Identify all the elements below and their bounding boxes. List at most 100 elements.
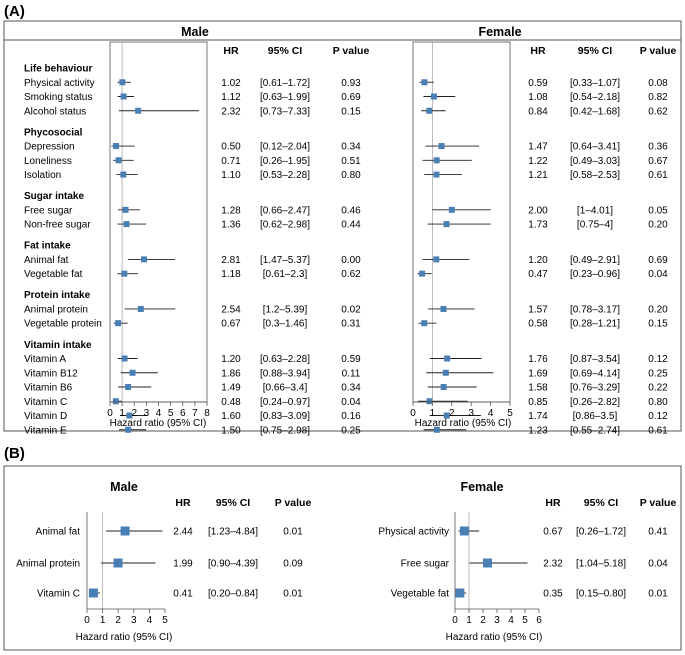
row-label: Smoking status (24, 92, 92, 103)
female-ci-value: [0.42–1.68] (570, 106, 620, 117)
female-p-value: 0.67 (648, 156, 668, 167)
group-heading: Phycosocial (24, 127, 83, 138)
male-p-value: 0.25 (341, 425, 361, 436)
b-female-row-label: Free sugar (401, 559, 450, 570)
male-ci-value: [0.73–7.33] (260, 106, 310, 117)
b-female-p-value: 0.01 (648, 589, 668, 600)
b-male-x-axis-label: Hazard ratio (95% CI) (76, 632, 173, 643)
male-ci-value: [0.62–2.98] (260, 220, 310, 231)
female-hr-value: 1.76 (528, 354, 548, 365)
female-hr-value: 0.84 (528, 106, 548, 117)
panel-b-frame (3, 465, 682, 651)
row-label: Vegetable fat (24, 269, 83, 280)
male-x-tick-label: 1 (119, 408, 125, 419)
row-label: Vitamin B6 (24, 383, 73, 394)
male-hr-marker (123, 221, 130, 228)
female-hr-value: 0.47 (528, 269, 548, 280)
b-male-p-value: 0.09 (283, 559, 303, 570)
b-male-x-tick-label: 5 (162, 615, 168, 626)
female-hr-marker (442, 369, 449, 376)
b-female-row-label: Vegetable fat (391, 589, 450, 600)
male-hr-marker (125, 426, 132, 433)
male-hr-marker (115, 157, 122, 164)
row-label: Depression (24, 142, 75, 153)
row-label: Non-free sugar (24, 220, 91, 231)
b-female-x-axis-label: Hazard ratio (95% CI) (446, 632, 543, 643)
male-p-value: 0.34 (341, 383, 361, 394)
b-female-hr-marker (455, 588, 465, 598)
b-female-x-tick-label: 0 (452, 615, 458, 626)
male-hr-marker (121, 270, 128, 277)
female-hr-value: 1.69 (528, 368, 548, 379)
b-female-x-tick-label: 5 (522, 615, 528, 626)
male-hr-header: HR (223, 45, 239, 57)
female-hr-marker (430, 93, 437, 100)
male-hr-marker (122, 206, 129, 213)
female-ci-value: [0.33–1.07] (570, 78, 620, 89)
male-x-tick-label: 4 (156, 408, 162, 419)
b-female-x-tick-label: 4 (508, 615, 514, 626)
female-x-tick-label: 1 (430, 408, 436, 419)
male-hr-value: 1.86 (221, 368, 241, 379)
female-p-value: 0.22 (648, 383, 668, 394)
female-hr-marker (444, 355, 451, 362)
male-hr-value: 1.02 (221, 78, 241, 89)
male-hr-marker (125, 384, 132, 390)
panel-b-rows: Animal fat 2.44 [1.23–4.84] 0.01 Animal prot… (16, 512, 668, 609)
panel-a-label: (A) (4, 3, 25, 20)
b-male-x-tick-label: 0 (84, 615, 90, 626)
female-p-value: 0.61 (648, 425, 668, 436)
male-hr-marker (141, 256, 148, 263)
male-hr-marker (121, 355, 128, 362)
female-ci-header: 95% CI (578, 45, 613, 57)
male-ci-value: [0.63–2.28] (260, 354, 310, 365)
female-ci-value: [0.87–3.54] (570, 354, 620, 365)
male-hr-value: 0.50 (221, 142, 241, 153)
male-p-value: 0.11 (342, 368, 361, 379)
b-male-hr-marker (88, 588, 98, 598)
female-ci-value: [0.64–3.41] (570, 142, 620, 153)
male-hr-value: 0.48 (221, 397, 241, 408)
male-x-tick-label: 0 (107, 408, 113, 419)
b-male-p-header: P value (275, 497, 312, 509)
female-hr-marker (433, 256, 440, 263)
male-x-tick-label: 7 (192, 408, 198, 419)
female-ci-value: [0.78–3.17] (570, 304, 620, 315)
male-hr-value: 1.28 (221, 205, 241, 216)
female-hr-value: 1.21 (528, 170, 548, 181)
male-p-value: 0.59 (341, 354, 361, 365)
female-hr-value: 1.20 (528, 255, 548, 266)
male-hr-marker (112, 398, 119, 405)
female-hr-value: 1.74 (528, 411, 548, 422)
female-ci-value: [0.28–1.21] (570, 319, 620, 330)
b-male-p-value: 0.01 (283, 589, 303, 600)
row-label: Free sugar (24, 205, 73, 216)
male-p-value: 0.44 (341, 220, 361, 231)
female-ci-value: [1–4.01] (577, 205, 613, 216)
row-label: Vitamin B12 (24, 368, 78, 379)
b-male-row-label: Animal protein (16, 559, 80, 570)
b-female-title: Female (460, 480, 503, 494)
row-label: Physical activity (24, 78, 95, 89)
row-label: Vegetable protein (24, 319, 102, 330)
male-ci-value: [0.53–2.28] (260, 170, 310, 181)
row-label: Vitamin E (24, 425, 67, 436)
female-hr-marker (433, 157, 440, 164)
female-p-header: P value (640, 45, 677, 57)
female-p-value: 0.80 (648, 397, 668, 408)
male-hr-value: 1.50 (221, 425, 241, 436)
female-hr-marker (443, 221, 450, 228)
male-hr-value: 1.10 (221, 170, 241, 181)
female-p-value: 0.12 (648, 411, 668, 422)
male-x-tick-label: 5 (168, 408, 174, 419)
male-ci-value: [0.83–3.09] (260, 411, 310, 422)
b-male-ci-value: [0.20–0.84] (208, 589, 258, 600)
male-x-axis-label: Hazard ratio (95% CI) (110, 418, 207, 429)
row-label: Animal fat (24, 255, 69, 266)
male-hr-marker (113, 143, 120, 150)
male-hr-marker (126, 412, 133, 419)
female-x-tick-label: 0 (410, 408, 416, 419)
b-female-p-value: 0.04 (648, 559, 668, 570)
female-hr-value: 1.47 (528, 142, 548, 153)
